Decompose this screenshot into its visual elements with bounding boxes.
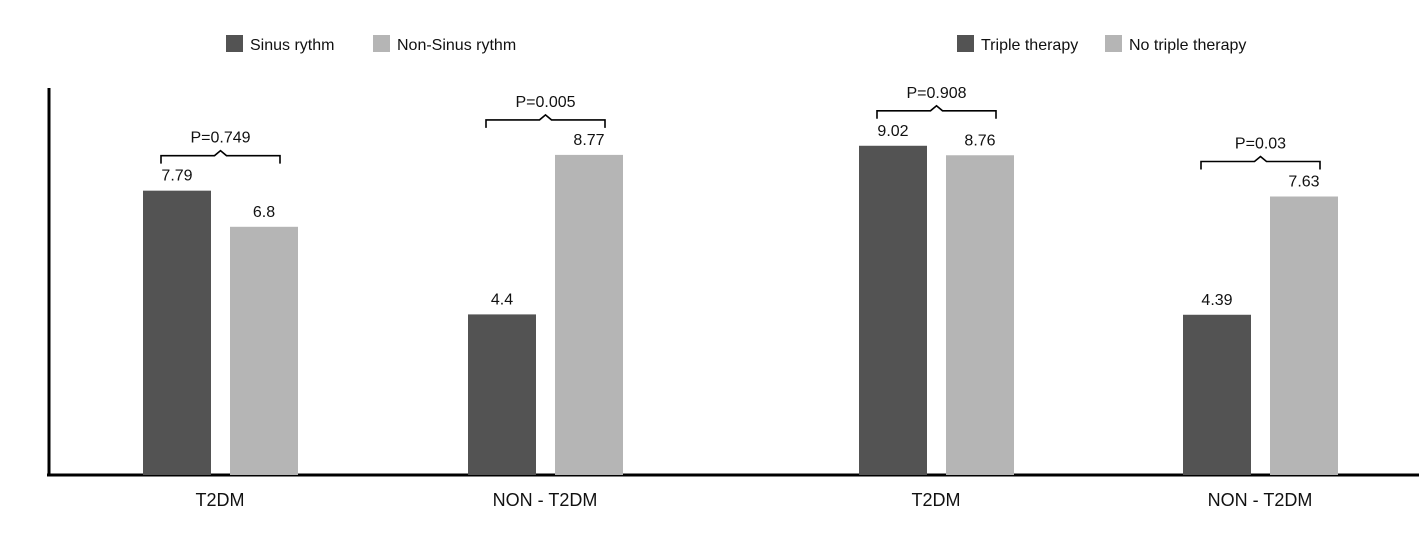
bar (1183, 314, 1251, 475)
p-value-label: P=0.005 (515, 94, 575, 111)
bar (555, 154, 623, 475)
p-value-label: P=0.03 (1235, 136, 1286, 153)
p-value-bracket (485, 113, 606, 128)
p-value-label: P=0.749 (190, 130, 250, 147)
x-tick-label: NON - T2DM (1208, 490, 1313, 510)
legend-swatch (373, 35, 390, 52)
bar (946, 155, 1014, 475)
x-tick-label: NON - T2DM (493, 490, 598, 510)
legend-swatch (226, 35, 243, 52)
bar (859, 145, 927, 475)
bar (1270, 196, 1338, 475)
legend-swatch (1105, 35, 1122, 52)
data-label: 8.77 (573, 132, 604, 149)
data-label: 4.4 (491, 291, 513, 308)
p-value-bracket (1200, 155, 1321, 170)
data-label: 6.8 (253, 204, 275, 221)
bar (468, 314, 536, 475)
p-value-bracket (876, 104, 997, 119)
bar (143, 190, 211, 476)
data-label: 4.39 (1201, 292, 1232, 309)
data-label: 8.76 (964, 132, 995, 149)
data-label: 7.79 (161, 168, 192, 185)
p-value-bracket (160, 149, 281, 164)
data-label: 7.63 (1288, 174, 1319, 191)
legend-swatch (957, 35, 974, 52)
bar (230, 226, 298, 475)
p-value-label: P=0.908 (906, 85, 966, 102)
legend-label: Sinus rythm (250, 37, 334, 54)
legend-label: No triple therapy (1129, 37, 1246, 54)
x-tick-label: T2DM (196, 490, 245, 510)
legend-label: Triple therapy (981, 37, 1078, 54)
data-label: 9.02 (877, 123, 908, 140)
legend-label: Non-Sinus rythm (397, 37, 516, 54)
x-tick-label: T2DM (912, 490, 961, 510)
